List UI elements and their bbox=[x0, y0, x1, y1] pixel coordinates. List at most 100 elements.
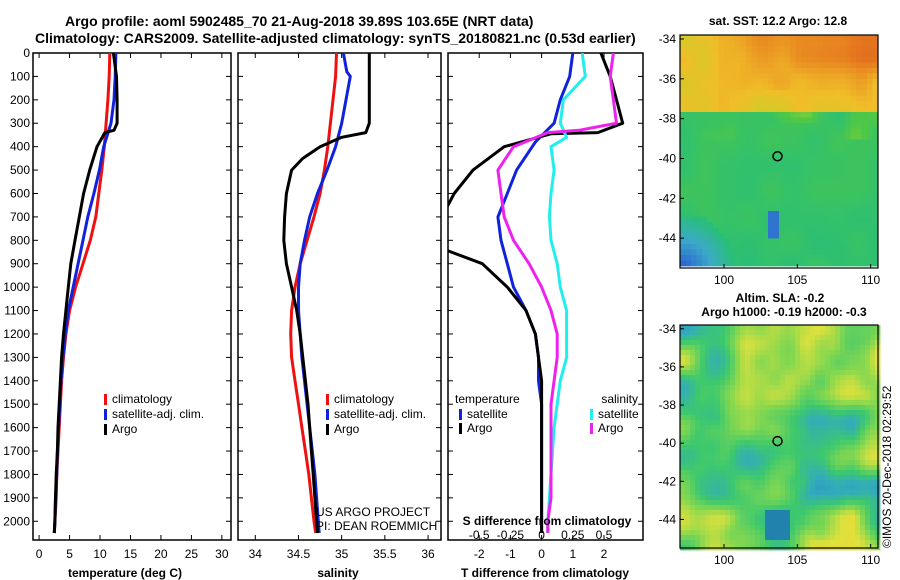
series-line-climatology bbox=[52, 53, 112, 534]
x-axis-label: T difference from climatology bbox=[461, 566, 629, 580]
y-tick-label: 400 bbox=[10, 140, 30, 154]
map-x-tick-label: 110 bbox=[861, 273, 880, 287]
x-tick-label: 35.5 bbox=[373, 547, 397, 561]
map-y-tick-label: -38 bbox=[659, 112, 677, 126]
x-tick-label: 34 bbox=[249, 547, 263, 561]
y-tick-label: 500 bbox=[10, 163, 30, 177]
legend-swatch bbox=[590, 409, 593, 420]
map-y-tick-label: -40 bbox=[659, 151, 677, 165]
map-x-tick-label: 100 bbox=[714, 553, 734, 567]
figure-title-line-1: Argo profile: aoml 5902485_70 21-Aug-201… bbox=[65, 13, 533, 29]
y-tick-label: 1300 bbox=[3, 350, 30, 364]
legend-swatch bbox=[104, 394, 107, 405]
y-tick-label: 200 bbox=[10, 93, 30, 107]
map-y-tick-label: -36 bbox=[659, 360, 677, 374]
y-tick-label: 600 bbox=[10, 186, 30, 200]
float-position-marker bbox=[772, 435, 783, 447]
secondary-tick-label: 0.5 bbox=[596, 528, 613, 542]
x-tick-label: 25 bbox=[185, 547, 199, 561]
project-credit: US ARGO PROJECT bbox=[316, 505, 431, 519]
legend-label: climatology bbox=[334, 392, 394, 406]
map-x-tick-label: 110 bbox=[861, 553, 880, 567]
x-tick-label: 5 bbox=[66, 547, 73, 561]
map-x-tick-label: 105 bbox=[787, 553, 807, 567]
map-y-tick-label: -34 bbox=[659, 322, 677, 336]
y-tick-label: 300 bbox=[10, 116, 30, 130]
y-tick-label: 1100 bbox=[4, 304, 30, 318]
x-tick-label: -1 bbox=[505, 547, 516, 561]
x-axis-label: temperature (deg C) bbox=[68, 566, 182, 580]
y-tick-label: 700 bbox=[10, 210, 30, 224]
x-tick-label: 36 bbox=[421, 547, 435, 561]
temperature-panel: 0100200300400500600700800900100011001200… bbox=[3, 46, 232, 580]
imos-timestamp: ©IMOS 20-Dec-2018 02:29:52 bbox=[880, 385, 894, 548]
secondary-axis-label: S difference from climatology bbox=[463, 514, 632, 528]
sst-map-title: sat. SST: 12.2 Argo: 12.8 bbox=[709, 14, 848, 28]
legend-label: satellite bbox=[598, 407, 639, 421]
secondary-tick-label: -0.25 bbox=[497, 528, 525, 542]
legend-label: Argo bbox=[598, 421, 624, 435]
y-tick-label: 0 bbox=[23, 46, 30, 60]
y-tick-label: 1500 bbox=[3, 397, 30, 411]
y-tick-label: 1600 bbox=[3, 421, 30, 435]
legend-label: Argo bbox=[467, 421, 493, 435]
legend-swatch bbox=[590, 423, 593, 434]
map-y-tick-label: -44 bbox=[659, 512, 677, 526]
x-tick-label: -2 bbox=[474, 547, 485, 561]
legend-title-temperature: temperature bbox=[455, 392, 520, 406]
float-position-marker bbox=[772, 151, 783, 162]
pi-credit: PI: DEAN ROEMMICH bbox=[316, 519, 437, 533]
map-frame bbox=[679, 34, 879, 269]
map-field bbox=[680, 325, 881, 551]
series-line-argo bbox=[282, 53, 371, 534]
plot-frame bbox=[237, 52, 442, 541]
legend-swatch bbox=[459, 423, 462, 434]
difference-panel: -2 -1 0 1 2 T difference from climatology temp… bbox=[447, 52, 644, 580]
secondary-tick-label: 0.25 bbox=[561, 528, 585, 542]
legend-swatch bbox=[326, 394, 329, 405]
legend-swatch bbox=[104, 424, 107, 435]
series-line-temperature-argo bbox=[448, 53, 625, 533]
sla-map-panel: Altim. SLA: -0.2 Argo h1000: -0.19 h2000… bbox=[659, 291, 881, 567]
y-tick-label: 1800 bbox=[3, 467, 30, 481]
salinity-panel: 34 34.5 35 35.5 36 salinity climatologysatelli… bbox=[237, 52, 442, 580]
x-tick-label: 10 bbox=[93, 547, 107, 561]
figure-title-line-2: Climatology: CARS2009. Satellite-adjuste… bbox=[35, 30, 636, 46]
plot-frame bbox=[447, 52, 644, 541]
legend-swatch bbox=[326, 424, 329, 435]
legend-label: climatology bbox=[112, 392, 172, 406]
y-tick-label: 1700 bbox=[3, 444, 30, 458]
map-y-tick-label: -38 bbox=[659, 398, 677, 412]
sla-map-title-line-2: Argo h1000: -0.19 h2000: -0.3 bbox=[701, 305, 867, 319]
y-tick-label: 1400 bbox=[3, 374, 30, 388]
legend-swatch bbox=[326, 409, 329, 420]
map-y-tick-label: -34 bbox=[659, 32, 677, 46]
legend-label: Argo bbox=[112, 422, 138, 436]
legend-label: Argo bbox=[334, 422, 360, 436]
y-tick-label: 800 bbox=[10, 233, 30, 247]
x-tick-label: 0 bbox=[36, 547, 43, 561]
x-axis-label: salinity bbox=[317, 566, 359, 580]
legend-label: satellite-adj. clim. bbox=[334, 407, 426, 421]
x-tick-label: 2 bbox=[601, 547, 608, 561]
y-tick-label: 1000 bbox=[3, 280, 30, 294]
series-line-salinity-argo bbox=[496, 53, 618, 533]
sla-map-title-line-1: Altim. SLA: -0.2 bbox=[736, 291, 825, 305]
y-tick-label: 100 bbox=[10, 69, 30, 83]
series-line-argo bbox=[52, 53, 119, 534]
map-y-tick-label: -44 bbox=[659, 231, 677, 245]
x-tick-label: 1 bbox=[569, 547, 576, 561]
y-tick-label: 1900 bbox=[3, 491, 30, 505]
map-x-tick-label: 100 bbox=[714, 273, 734, 287]
map-y-tick-label: -42 bbox=[659, 474, 677, 488]
legend-title-salinity: salinity bbox=[601, 392, 638, 406]
legend-label: satellite bbox=[467, 407, 508, 421]
x-tick-label: 30 bbox=[215, 547, 229, 561]
legend-label: satellite-adj. clim. bbox=[112, 407, 204, 421]
plot-frame bbox=[32, 52, 232, 541]
x-tick-label: 34.5 bbox=[287, 547, 311, 561]
secondary-tick-label: -0.5 bbox=[469, 528, 490, 542]
map-y-tick-label: -40 bbox=[659, 436, 677, 450]
legend-swatch bbox=[104, 409, 107, 420]
